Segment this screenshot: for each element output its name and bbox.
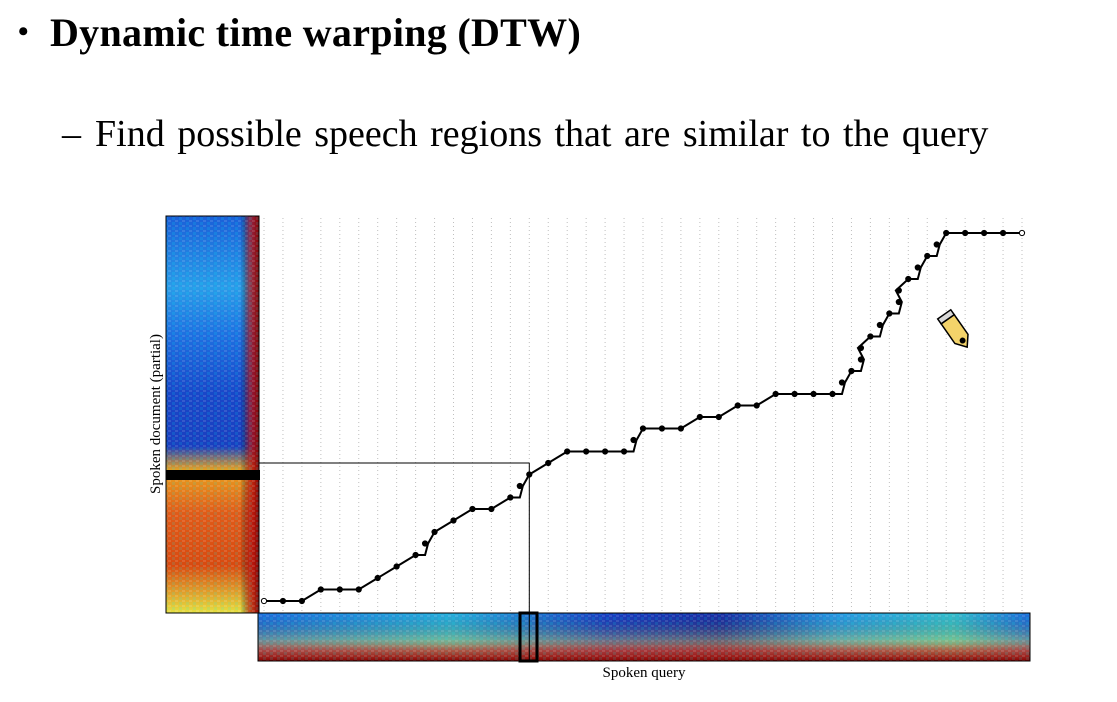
bullet-marker: • [18, 15, 29, 48]
path-point [260, 597, 268, 605]
slide-title: Dynamic time warping (DTW) [50, 9, 582, 55]
subtitle-dash: – [62, 113, 81, 155]
path-point [421, 540, 429, 547]
title-line: • Dynamic time warping (DTW) [18, 2, 581, 62]
path-point [630, 436, 637, 444]
path-point [450, 517, 457, 524]
path-point [583, 448, 590, 455]
path-point [602, 448, 609, 455]
path-point [999, 229, 1007, 237]
path-point [876, 321, 883, 329]
query-highlight-box [518, 611, 539, 663]
path-point [886, 310, 893, 317]
path-point [279, 597, 287, 605]
y-axis-label: Spoken document (partial) [148, 334, 164, 494]
path-point [734, 402, 741, 409]
document-highlight-bar [166, 470, 260, 480]
path-point [829, 390, 836, 398]
path-point [545, 459, 552, 467]
dtw-warping-path [260, 229, 1026, 605]
path-point [658, 425, 666, 432]
path-point [924, 252, 931, 260]
path-point [317, 586, 324, 593]
path-point [431, 528, 438, 536]
path-point [905, 275, 912, 283]
path-point [857, 356, 865, 363]
path-point [564, 448, 571, 455]
path-point [507, 494, 514, 501]
path-point [374, 574, 381, 582]
path-point [677, 425, 685, 432]
query-spectrogram [257, 612, 1031, 662]
path-point [981, 229, 988, 237]
path-point [772, 390, 779, 398]
document-spectrogram [165, 215, 260, 614]
subtitle-text: Find possible speech regions that are si… [95, 113, 989, 155]
path-point [488, 505, 495, 513]
path-point [914, 264, 921, 271]
path-point [620, 448, 628, 455]
path-point [469, 505, 476, 513]
path-point [867, 333, 874, 340]
path-point [791, 390, 798, 398]
path-point [933, 241, 940, 248]
path-point [336, 586, 343, 593]
path-point [412, 551, 419, 559]
warping-path-line [264, 232, 1022, 602]
path-point [895, 287, 902, 294]
path-point [696, 413, 703, 421]
path-point [848, 367, 855, 375]
path-point [838, 379, 846, 386]
path-point [355, 586, 362, 593]
path-point [943, 229, 950, 237]
path-point [715, 413, 722, 421]
path-point [857, 344, 865, 352]
path-point [526, 471, 533, 478]
path-point [810, 390, 817, 398]
path-point [1018, 229, 1026, 237]
path-point [962, 229, 969, 237]
path-point [298, 597, 305, 605]
subtitle-line: – Find possible speech regions that are … [62, 104, 988, 164]
path-point [895, 298, 902, 306]
path-point [639, 425, 647, 432]
alignment-guides [259, 462, 530, 661]
dtw-grid [263, 218, 1023, 611]
path-point [393, 563, 400, 570]
path-point [516, 482, 523, 490]
x-axis-label: Spoken query [603, 665, 686, 681]
path-point [753, 402, 760, 409]
pencil-icon [936, 308, 969, 349]
